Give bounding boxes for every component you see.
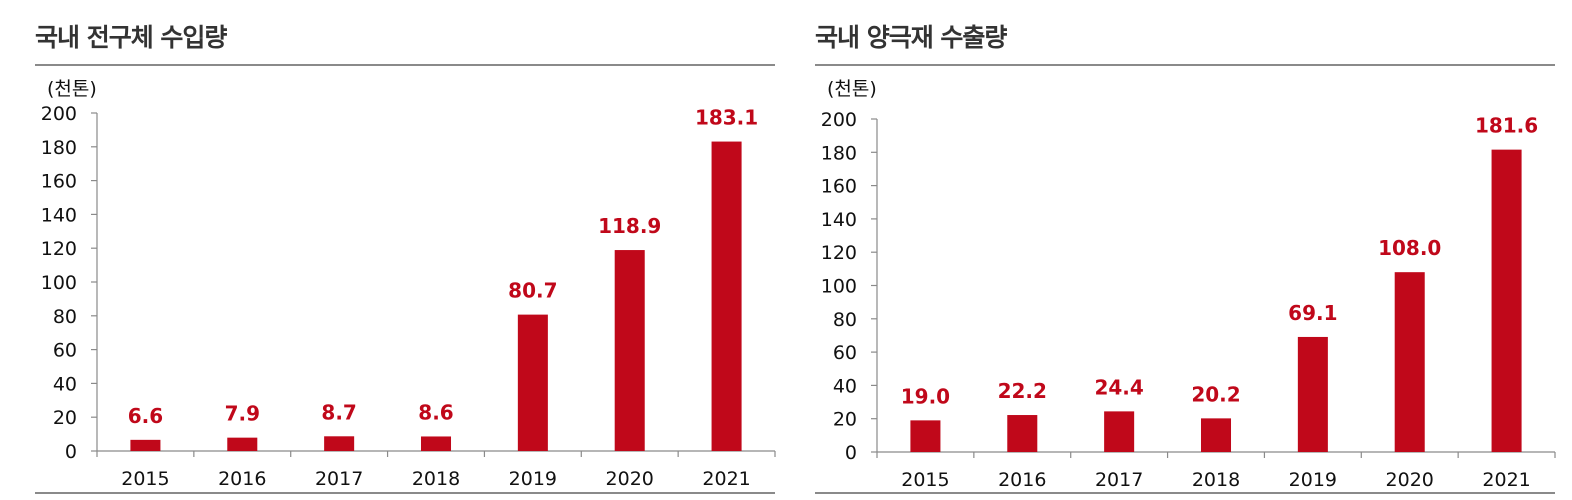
bar-value-label: 20.2 [1191,382,1240,406]
y-tick-label: 160 [821,176,857,198]
title-rule [35,64,775,66]
bar [614,250,645,451]
y-tick-label: 200 [821,109,857,131]
unit-label: (천톤) [47,78,97,100]
chart-title: 국내 양극재 수출량 [815,23,1007,52]
bar [130,439,161,451]
bar [420,436,452,451]
bar-value-label: 22.2 [998,379,1047,403]
y-tick-label: 60 [53,340,77,362]
x-tick-label: 2016 [218,468,266,490]
y-tick-label: 180 [821,142,857,164]
x-tick-label: 2020 [1386,469,1434,491]
chart-panel-exports: 국내 양극재 수출량 (천톤) 0 20 40 60 80 100 120 140 160 180 2… [815,0,1556,500]
y-tick-label: 120 [41,238,77,260]
y-tick-label: 180 [41,137,77,159]
x-tick-label: 2016 [998,469,1046,491]
bar [1297,336,1328,452]
bar [1491,149,1522,453]
bar-value-label: 69.1 [1288,301,1337,325]
x-tick-label: 2015 [901,469,949,491]
bar-value-label: 118.9 [598,214,661,238]
bar-chart-exports: (천톤) 0 20 40 60 80 100 120 140 160 180 200 19.0 2015 2… [821,78,1556,491]
x-tick-label: 2020 [606,468,654,490]
y-tick-label: 140 [821,209,857,231]
bar-value-label: 6.6 [128,404,163,428]
bar [711,141,742,451]
bar-value-label: 8.6 [418,400,453,424]
x-tick-label: 2018 [412,468,460,490]
x-tick-label: 2019 [509,468,557,490]
bar-value-label: 80.7 [508,279,557,303]
chart-title: 국내 전구체 수입량 [35,23,227,52]
bottom-rule [35,492,775,494]
y-tick-label: 140 [41,204,77,226]
y-tick-label: 20 [833,409,857,431]
unit-label: (천톤) [827,78,877,100]
bar [1104,411,1135,452]
bar-value-label: 8.7 [321,400,356,424]
bar-chart-imports: (천톤) 0 20 40 60 80 100 120 140 160 180 200 6.6 2015 7.… [41,78,776,490]
y-tick-label: 60 [833,342,857,364]
y-tick-label: 160 [41,171,77,193]
y-tick-label: 80 [53,306,77,328]
bar [324,436,355,451]
y-tick-label: 20 [53,407,77,429]
bar [1200,418,1232,452]
y-tick-label: 100 [821,276,857,298]
bar-value-label: 24.4 [1094,375,1143,399]
x-tick-label: 2021 [1482,469,1530,491]
y-tick-label: 40 [53,373,77,395]
y-tick-label: 80 [833,309,857,331]
x-tick-label: 2015 [121,468,169,490]
bar-value-label: 181.6 [1475,114,1538,138]
y-tick-label: 40 [833,375,857,397]
y-tick-label: 120 [821,242,857,264]
bar-value-label: 183.1 [695,106,758,130]
bar [1394,272,1425,452]
x-tick-label: 2021 [702,468,750,490]
x-tick-label: 2017 [315,468,363,490]
x-tick-label: 2017 [1095,469,1143,491]
title-rule [815,64,1555,66]
bar-value-label: 7.9 [225,402,260,426]
chart-panel-imports: 국내 전구체 수입량 (천톤) 0 20 40 60 80 100 120 140 160 180 2… [35,0,776,500]
bar [227,437,258,451]
bar [910,420,941,452]
y-tick-label: 200 [41,103,77,125]
y-tick-label: 0 [845,442,857,464]
bar [1007,415,1038,452]
y-tick-label: 100 [41,272,77,294]
bar [517,314,548,451]
bar-value-label: 108.0 [1378,236,1441,260]
bar-value-label: 19.0 [901,384,950,408]
x-tick-label: 2018 [1192,469,1240,491]
y-tick-label: 0 [65,441,77,463]
bottom-rule [815,492,1555,494]
x-tick-label: 2019 [1289,469,1337,491]
